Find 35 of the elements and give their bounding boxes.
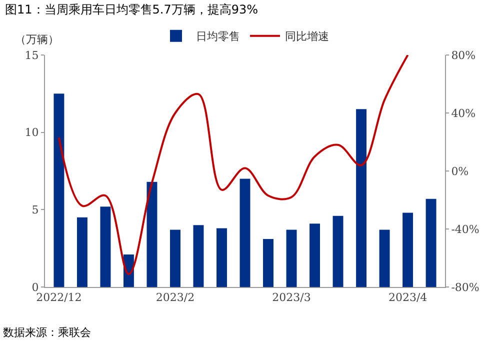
bar bbox=[76, 217, 88, 287]
x-tick-label: 2022/12 bbox=[36, 291, 82, 304]
legend-label: 同比增速 bbox=[285, 30, 329, 44]
x-tick-label: 2023/4 bbox=[388, 291, 428, 304]
y2-tick-label: -80% bbox=[451, 280, 480, 294]
bar bbox=[356, 109, 367, 287]
y-tick-label: 0 bbox=[32, 280, 39, 294]
bar bbox=[146, 182, 158, 287]
y2-tick-label: -40% bbox=[451, 222, 480, 236]
x-tick-label: 2023/3 bbox=[272, 291, 311, 304]
y2-tick-label: 80% bbox=[451, 48, 476, 62]
bar bbox=[240, 178, 250, 287]
bar bbox=[402, 212, 414, 287]
y2-tick-label: 0% bbox=[451, 164, 469, 178]
source-note: 数据来源：乘联会 bbox=[3, 326, 91, 339]
bar bbox=[286, 230, 297, 287]
bar bbox=[379, 230, 390, 287]
legend-label: 日均零售 bbox=[196, 30, 240, 44]
bar bbox=[170, 230, 180, 287]
bar bbox=[216, 228, 227, 287]
x-tick-label: 2023/2 bbox=[156, 291, 195, 304]
line-series bbox=[58, 55, 409, 275]
y-tick-label: 15 bbox=[24, 48, 39, 62]
y-tick-label: 10 bbox=[24, 126, 39, 140]
y-axis-title: （万辆） bbox=[15, 33, 59, 46]
y-tick-label: 5 bbox=[32, 204, 39, 217]
bar bbox=[54, 94, 64, 287]
y2-tick-label: 40% bbox=[451, 106, 476, 120]
bar bbox=[100, 206, 111, 287]
bar bbox=[332, 216, 344, 287]
bar bbox=[310, 224, 320, 287]
bar bbox=[263, 239, 274, 287]
bar bbox=[193, 225, 204, 287]
bar bbox=[426, 198, 436, 287]
chart-title: 图11：当周乘用车日均零售5.7万辆，提高93% bbox=[5, 2, 258, 17]
